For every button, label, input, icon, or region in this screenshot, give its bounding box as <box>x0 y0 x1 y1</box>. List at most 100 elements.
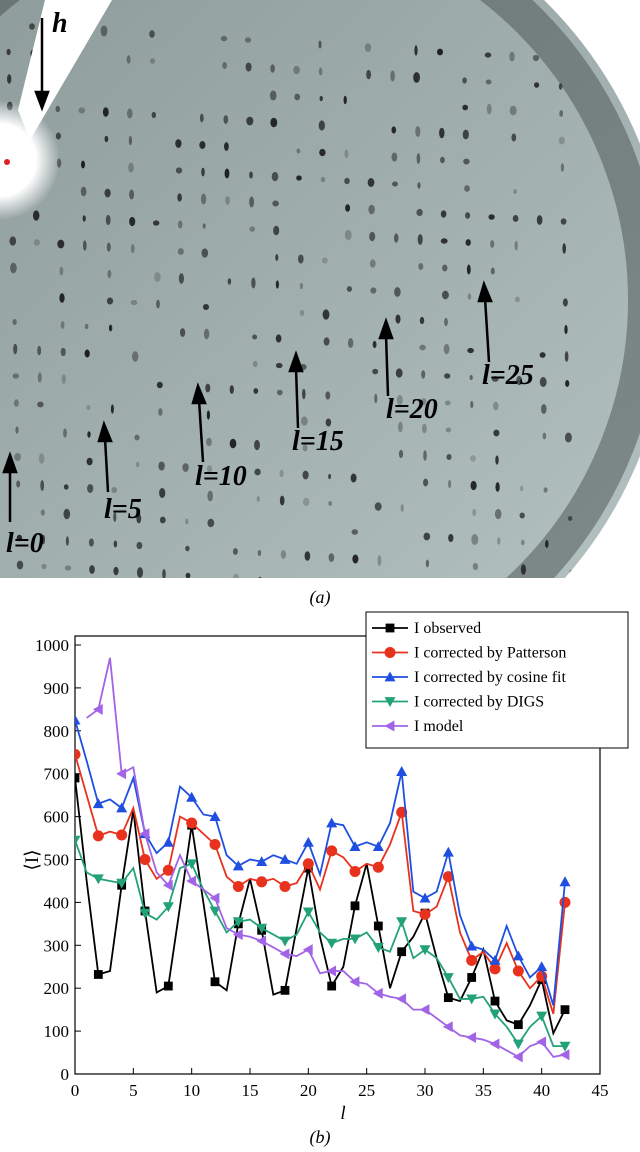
diffraction-spot <box>32 210 40 221</box>
diffraction-spot <box>467 293 472 300</box>
diffraction-spot <box>225 196 230 205</box>
marker <box>559 896 571 908</box>
marker <box>186 817 198 829</box>
marker <box>256 876 268 888</box>
marker <box>302 836 314 847</box>
diffraction-spot <box>40 480 45 491</box>
x-tick-label: 20 <box>300 1081 317 1100</box>
diffraction-spot <box>423 532 431 541</box>
diffraction-spot <box>130 299 138 306</box>
plot-frame <box>74 635 601 1075</box>
diffraction-spot <box>275 334 282 343</box>
diffraction-spot <box>446 454 452 460</box>
diffraction-spot <box>473 590 479 597</box>
diffraction-spot <box>113 512 117 522</box>
diffraction-spot <box>110 404 114 414</box>
marker <box>442 1021 453 1033</box>
diffraction-spot <box>135 461 140 468</box>
diffraction-spot <box>159 516 166 524</box>
diffraction-spot <box>14 452 21 462</box>
diffraction-spot <box>41 534 46 545</box>
series-line <box>75 719 566 1006</box>
marker <box>466 1032 477 1044</box>
diffraction-spot <box>33 239 40 246</box>
diffraction-spot <box>346 286 352 292</box>
marker <box>162 836 174 847</box>
diffraction-spot <box>9 236 17 246</box>
arrow-head <box>2 451 18 474</box>
diffraction-spot <box>128 162 134 173</box>
diffraction-spot <box>513 188 517 195</box>
arrow-head <box>288 350 304 373</box>
diffraction-spot <box>320 176 326 183</box>
marker <box>349 934 361 945</box>
label-l: l=15 <box>292 426 344 457</box>
diffraction-spot <box>296 148 301 154</box>
diffraction-spot <box>86 404 91 411</box>
marker <box>92 703 103 715</box>
diffraction-spot <box>558 136 565 145</box>
diffraction-spot <box>272 200 279 207</box>
diffraction-spot <box>417 234 423 245</box>
diffraction-spot <box>18 587 23 596</box>
marker <box>466 994 478 1005</box>
series-line <box>86 657 566 1058</box>
diffraction-spot <box>203 328 210 340</box>
diffraction-spot <box>536 215 543 225</box>
diffraction-spot <box>251 277 256 289</box>
diffraction-spot <box>318 120 325 131</box>
marker <box>232 929 243 941</box>
diffraction-spot <box>565 380 570 387</box>
marker <box>209 811 221 821</box>
arrows <box>2 18 493 522</box>
legend-label: I corrected by DIGS <box>414 694 544 711</box>
diffraction-spot <box>137 596 143 602</box>
diffraction-spot <box>12 319 17 325</box>
arrow <box>103 437 110 493</box>
diffraction-spot <box>206 465 213 473</box>
diffraction-spot <box>421 370 426 379</box>
diffraction-spot <box>462 129 469 140</box>
diffraction-spot <box>494 508 502 520</box>
diffraction-spot <box>351 529 359 535</box>
marker <box>279 881 291 893</box>
diffraction-spot <box>441 290 449 300</box>
arrow <box>384 334 390 397</box>
marker <box>536 961 548 972</box>
diffraction-spot <box>436 48 444 56</box>
diffraction-spot <box>532 54 540 62</box>
marker <box>349 866 361 878</box>
diffraction-spot <box>470 455 476 462</box>
diffraction-spot <box>493 401 499 411</box>
diffraction-spot <box>343 95 347 105</box>
diffraction-spot <box>87 484 94 493</box>
diffraction-spot <box>16 560 24 570</box>
diffraction-spot <box>471 534 479 545</box>
diffraction-spot <box>108 324 113 332</box>
diffraction-spot <box>570 597 574 602</box>
arrow-head <box>34 90 50 112</box>
marker <box>442 846 454 857</box>
diffraction-spot <box>82 215 86 222</box>
diffraction-spot <box>564 432 572 443</box>
diffraction-spot <box>495 455 499 465</box>
diffraction-spot <box>520 564 526 575</box>
diffraction-spot <box>562 243 567 254</box>
diffraction-spot <box>233 573 239 578</box>
diffraction-spot <box>283 605 286 612</box>
diffraction-spot <box>484 52 492 58</box>
arrow-head <box>191 382 207 405</box>
diffraction-spot <box>425 559 429 568</box>
diffraction-spot <box>271 171 279 182</box>
diffraction-spot <box>472 562 479 571</box>
diffraction-spot <box>392 181 398 187</box>
diffraction-spot <box>515 296 520 303</box>
diffraction-spot <box>232 548 238 555</box>
diffraction-spot <box>465 239 471 246</box>
diffraction-spot <box>390 70 395 82</box>
diffraction-spot <box>55 105 61 113</box>
marker <box>489 954 501 965</box>
marker <box>163 981 173 991</box>
diffraction-spot <box>374 502 382 511</box>
diffraction-spot <box>539 352 546 358</box>
